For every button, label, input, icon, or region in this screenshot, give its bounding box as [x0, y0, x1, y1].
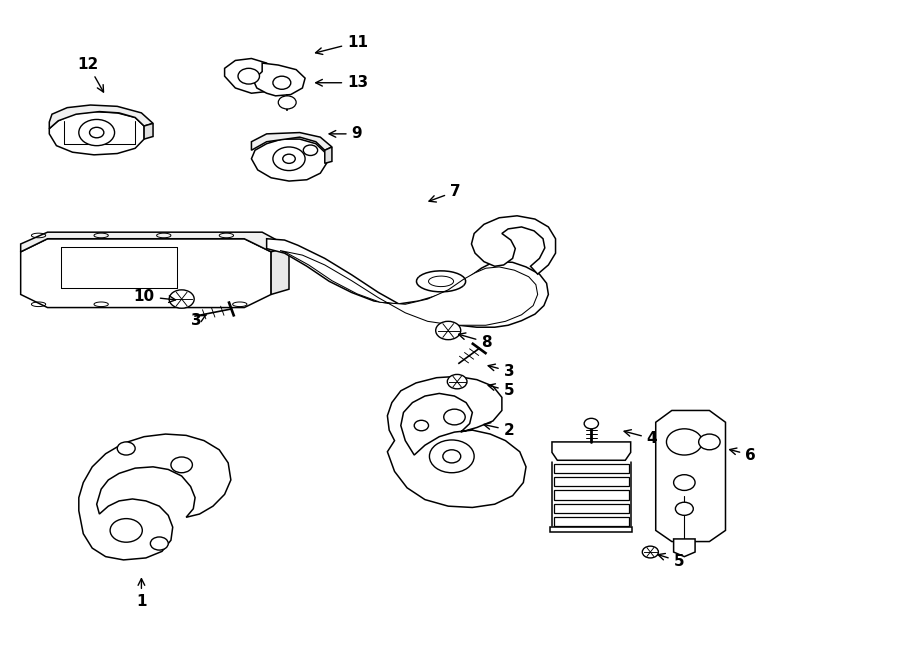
- Circle shape: [414, 420, 428, 431]
- Text: 12: 12: [77, 57, 104, 92]
- Polygon shape: [266, 239, 548, 327]
- Circle shape: [273, 147, 305, 171]
- Polygon shape: [271, 247, 289, 294]
- Polygon shape: [552, 442, 631, 460]
- Circle shape: [443, 449, 461, 463]
- Circle shape: [273, 76, 291, 89]
- Polygon shape: [50, 112, 144, 155]
- Circle shape: [447, 374, 467, 389]
- Text: 1: 1: [136, 578, 147, 609]
- Polygon shape: [253, 63, 305, 96]
- Text: 3: 3: [191, 313, 206, 328]
- Text: 6: 6: [730, 447, 756, 463]
- Circle shape: [238, 68, 259, 84]
- Circle shape: [675, 502, 693, 516]
- Polygon shape: [280, 251, 537, 325]
- Text: 13: 13: [316, 75, 368, 91]
- Polygon shape: [673, 539, 695, 557]
- Polygon shape: [50, 105, 153, 129]
- Text: 5: 5: [658, 553, 684, 568]
- Circle shape: [79, 120, 114, 145]
- Circle shape: [667, 429, 702, 455]
- Circle shape: [89, 128, 104, 137]
- Polygon shape: [21, 232, 289, 252]
- Circle shape: [278, 96, 296, 109]
- Polygon shape: [554, 477, 629, 486]
- Polygon shape: [251, 133, 332, 150]
- Polygon shape: [554, 464, 629, 473]
- Circle shape: [171, 457, 193, 473]
- Polygon shape: [144, 124, 153, 139]
- Polygon shape: [550, 527, 633, 532]
- Text: 10: 10: [134, 289, 176, 304]
- Circle shape: [110, 519, 142, 542]
- Circle shape: [643, 546, 659, 558]
- Polygon shape: [472, 215, 555, 274]
- Circle shape: [117, 442, 135, 455]
- Polygon shape: [325, 147, 332, 163]
- Circle shape: [283, 154, 295, 163]
- Polygon shape: [656, 410, 725, 541]
- Circle shape: [303, 145, 318, 155]
- Circle shape: [150, 537, 168, 550]
- Polygon shape: [251, 139, 327, 181]
- Circle shape: [698, 434, 720, 449]
- Circle shape: [429, 440, 474, 473]
- Polygon shape: [554, 490, 629, 500]
- Circle shape: [169, 290, 194, 308]
- Text: 7: 7: [429, 184, 461, 202]
- Circle shape: [673, 475, 695, 490]
- Polygon shape: [554, 504, 629, 513]
- Text: 5: 5: [488, 383, 514, 399]
- Text: 4: 4: [624, 430, 657, 446]
- Circle shape: [584, 418, 598, 429]
- Text: 2: 2: [483, 422, 515, 438]
- Circle shape: [444, 409, 465, 425]
- Text: 9: 9: [329, 126, 362, 141]
- Polygon shape: [225, 58, 278, 93]
- Text: 8: 8: [459, 333, 492, 350]
- Circle shape: [436, 321, 461, 340]
- Text: 11: 11: [316, 34, 368, 54]
- Polygon shape: [79, 434, 231, 560]
- Polygon shape: [387, 376, 526, 508]
- Polygon shape: [554, 517, 629, 525]
- Polygon shape: [21, 239, 271, 307]
- Text: 3: 3: [488, 364, 514, 379]
